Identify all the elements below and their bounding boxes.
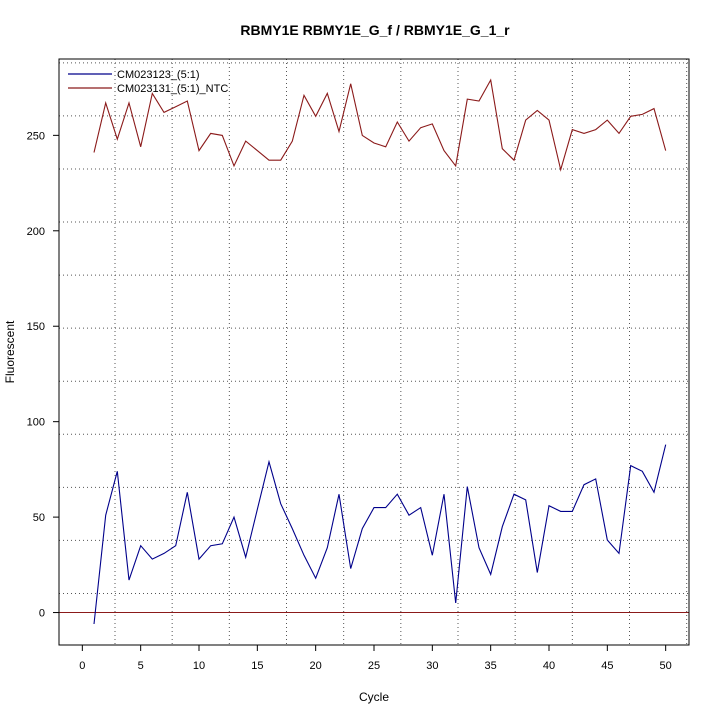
series-line-2	[93, 78, 667, 172]
chart-title: RBMY1E RBMY1E_G_f / RBMY1E_G_1_r	[240, 22, 510, 38]
y-tick-label: 50	[33, 512, 45, 524]
x-axis-label: Cycle	[359, 690, 389, 704]
x-tick-label: 20	[310, 660, 322, 672]
y-axis: 0 50 100 150 200 250	[27, 130, 59, 620]
legend-label-1: CM023123_(5:1)	[117, 69, 200, 81]
grid-lines	[59, 59, 689, 645]
legend: CM023123_(5:1) CM023131_(5:1)_NTC	[68, 69, 228, 95]
x-tick-label: 50	[660, 660, 672, 672]
y-tick-label: 250	[27, 130, 45, 142]
y-tick-label: 150	[27, 321, 45, 333]
y-axis-label: Fluorescent	[3, 320, 17, 383]
x-tick-label: 30	[426, 660, 438, 672]
series-layer	[93, 78, 667, 625]
x-tick-label: 35	[485, 660, 497, 672]
y-tick-label: 0	[39, 608, 45, 620]
legend-label-2: CM023131_(5:1)_NTC	[117, 83, 228, 95]
x-tick-label: 45	[601, 660, 613, 672]
x-tick-label: 25	[368, 660, 380, 672]
x-tick-label: 5	[138, 660, 144, 672]
series-line-1	[93, 444, 667, 625]
x-tick-label: 15	[251, 660, 263, 672]
y-tick-label: 200	[27, 226, 45, 238]
x-tick-label: 40	[543, 660, 555, 672]
x-tick-label: 10	[193, 660, 205, 672]
x-tick-label: 0	[79, 660, 85, 672]
x-axis: 0 5 10 15 20 25 30 35 40 45 50	[79, 645, 672, 672]
y-tick-label: 100	[27, 417, 45, 429]
